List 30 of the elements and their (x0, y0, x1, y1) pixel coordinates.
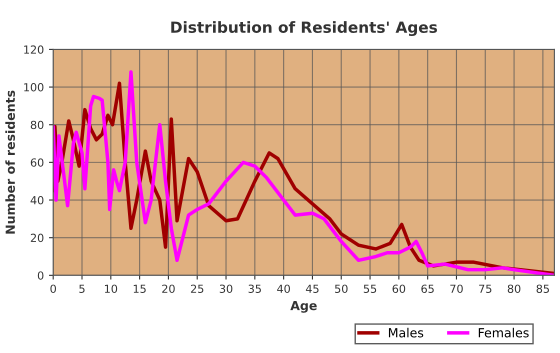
x-axis-title: Age (290, 300, 317, 313)
x-tick-label: 65 (421, 284, 434, 293)
x-tick-label: 10 (104, 284, 118, 293)
chart-title: Distribution of Residents' Ages (171, 21, 437, 36)
x-tick-label: 40 (277, 284, 290, 293)
x-tick-label: 15 (134, 284, 146, 293)
x-tick-label: 85 (536, 284, 549, 293)
x-tick-label: 55 (364, 284, 376, 293)
y-tick-label: 60 (30, 158, 44, 167)
x-tick-label: 5 (79, 284, 85, 293)
legend-label: Males (388, 328, 424, 338)
legend-label: Females (478, 328, 529, 338)
y-tick-label: 20 (30, 234, 44, 242)
x-tick-label: 25 (190, 284, 204, 293)
x-tick-label: 70 (450, 284, 463, 293)
x-tick-label: 35 (248, 284, 261, 293)
y-tick-label: 120 (24, 45, 44, 54)
y-axis-title: Number of residents (5, 90, 15, 234)
y-tick-label: 0 (38, 271, 44, 280)
x-tick-label: 75 (479, 284, 492, 293)
y-tick-label: 40 (30, 196, 44, 204)
x-tick-label: 80 (508, 284, 520, 293)
x-tick-label: 60 (392, 284, 406, 293)
y-tick-label: 80 (30, 120, 44, 130)
x-tick-label: 0 (50, 284, 56, 293)
x-tick-label: 30 (220, 284, 232, 293)
x-tick-label: 50 (335, 284, 348, 293)
x-tick-label: 20 (162, 284, 175, 293)
x-tick-label: 45 (306, 284, 319, 293)
y-tick-label: 100 (24, 83, 44, 92)
